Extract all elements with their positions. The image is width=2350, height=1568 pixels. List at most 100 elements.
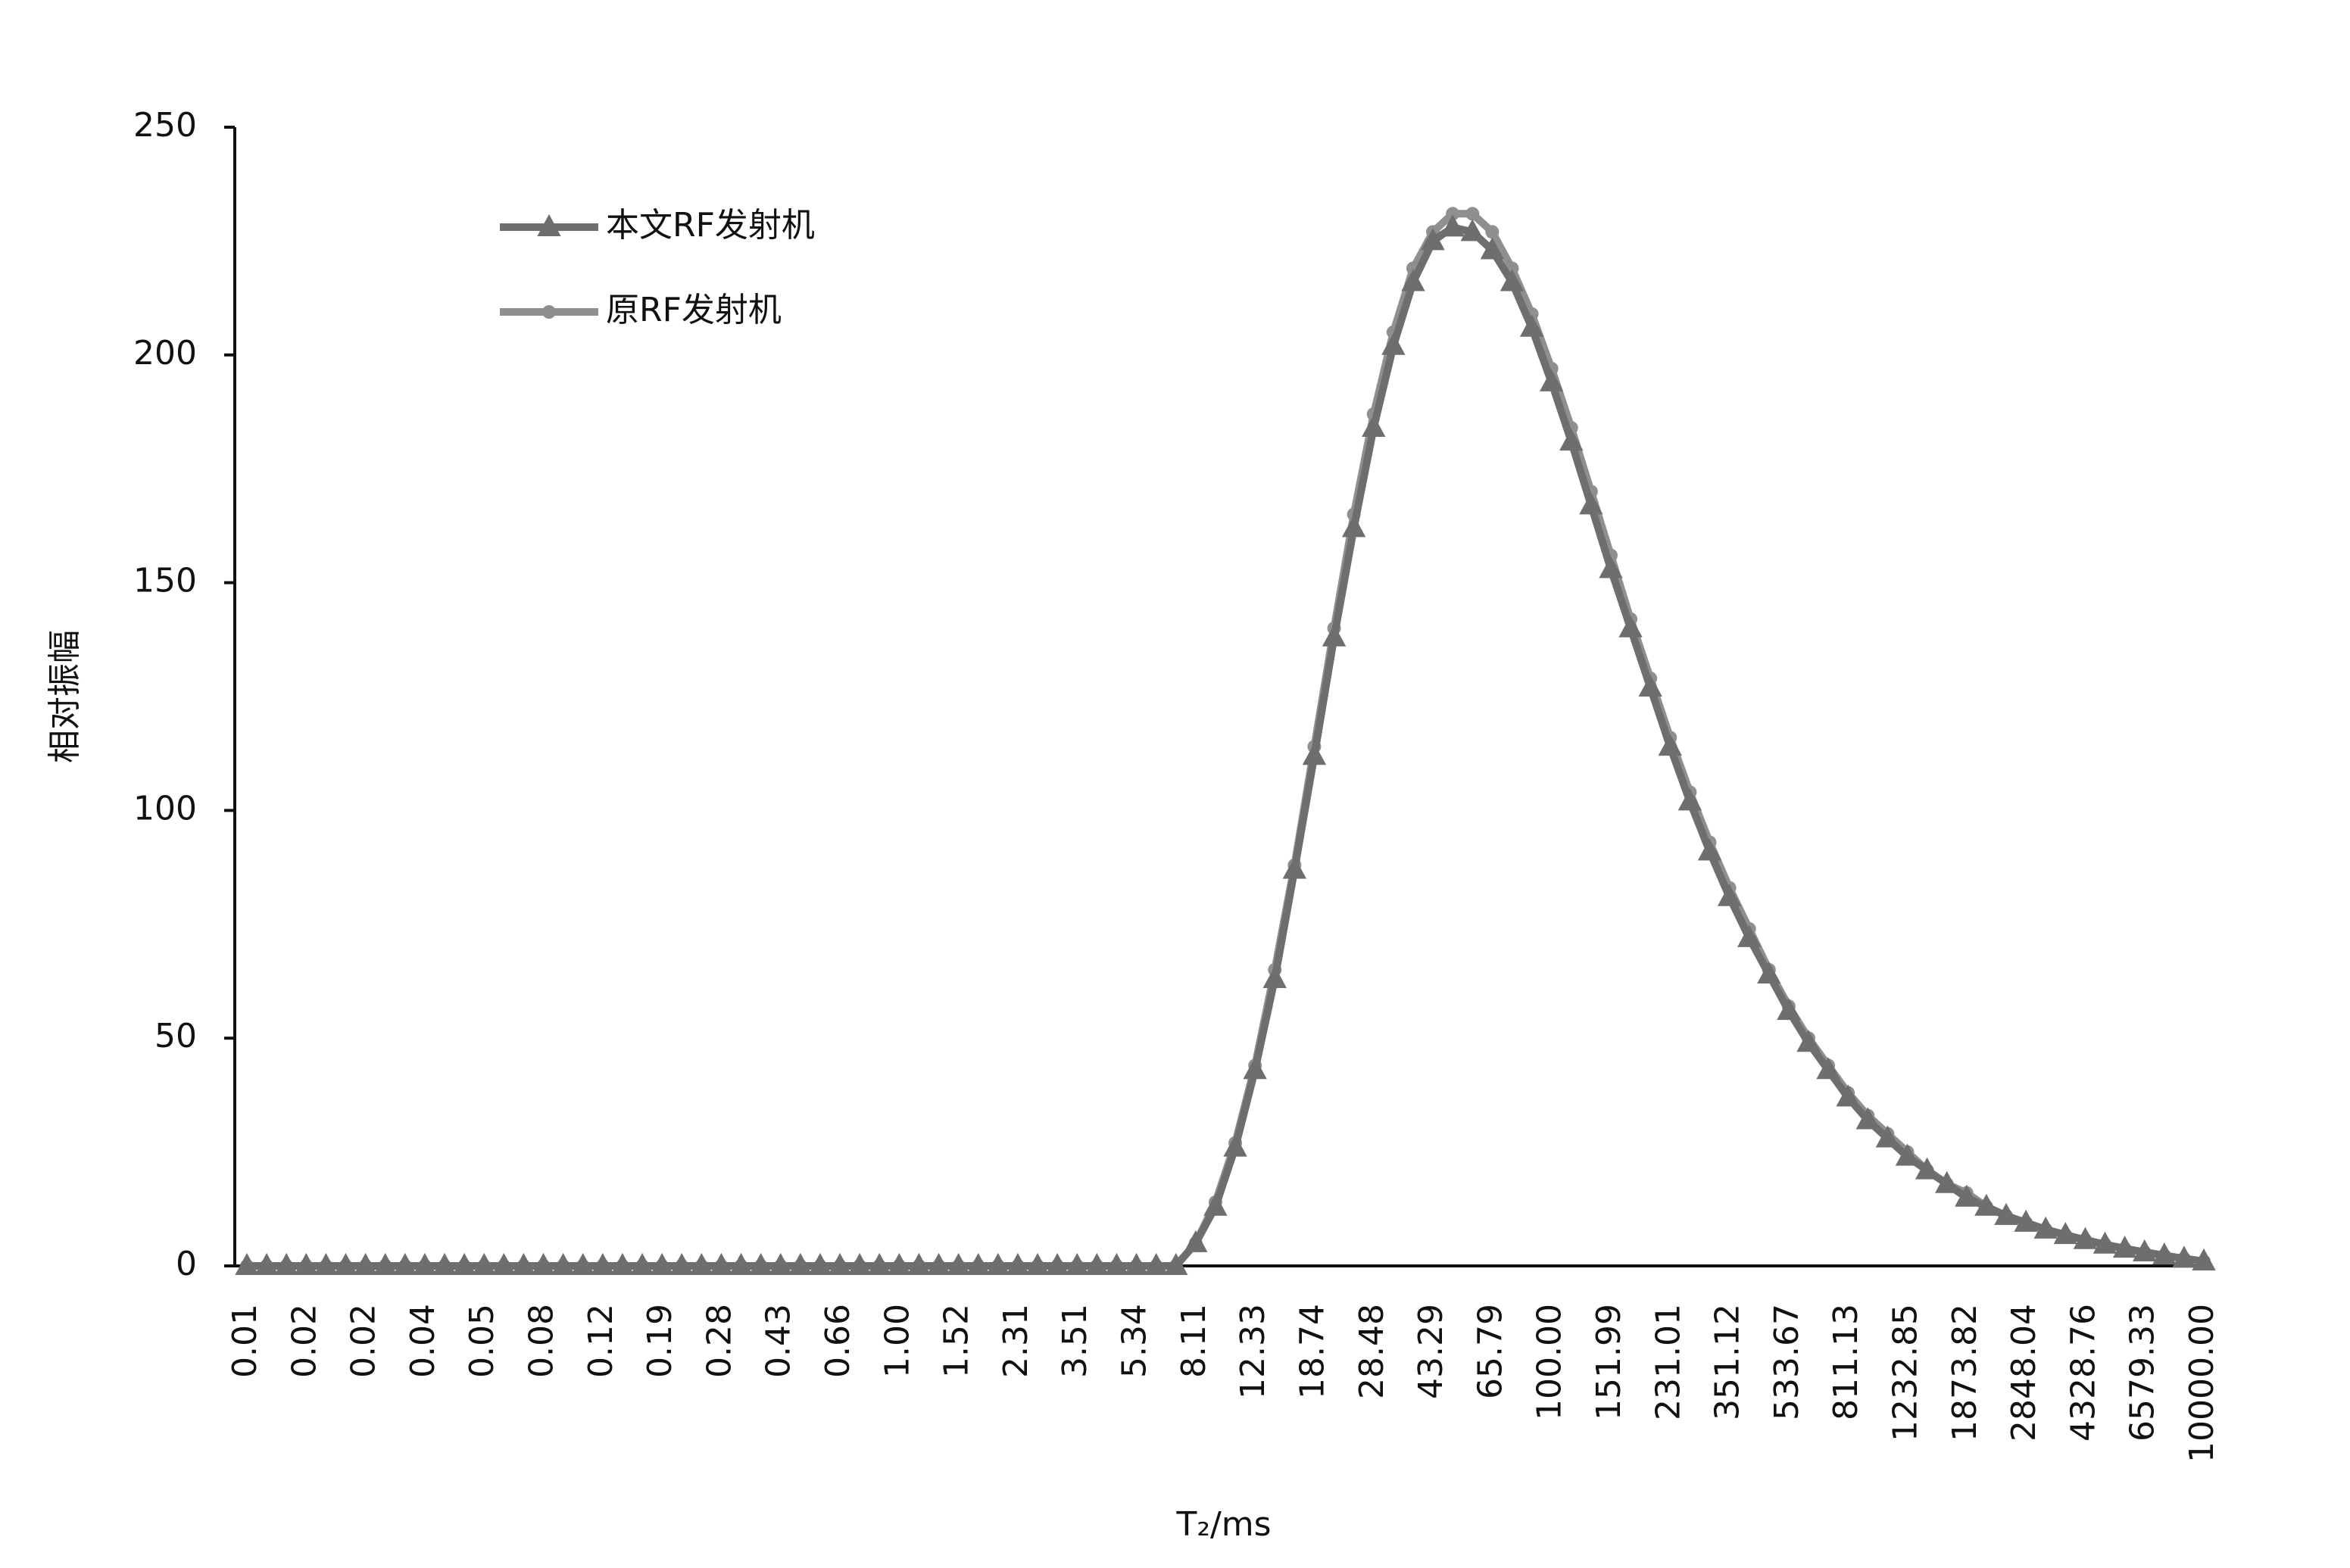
x-tick-label: 0.01 [226,1304,264,1378]
x-tick-label: 231.01 [1649,1304,1687,1420]
marker [2172,1245,2196,1268]
marker [1895,1143,1920,1166]
x-tick-label: 0.04 [404,1304,442,1378]
marker [1282,856,1307,879]
marker [333,1252,358,1275]
y-axis-title: 相对振幅 [45,630,84,763]
marker [274,1252,298,1275]
x-tick-label: 1873.82 [1946,1304,1984,1442]
marker [788,1252,813,1275]
marker [1006,1252,1030,1275]
x-tick-label: 43.29 [1412,1304,1450,1399]
marker [1717,884,1742,906]
x-tick-label: 151.99 [1590,1304,1628,1420]
marker [235,1252,259,1275]
marker [2133,1239,2157,1261]
x-tick-label: 0.08 [523,1304,561,1378]
marker [314,1252,339,1275]
marker [1104,1252,1129,1275]
marker [1875,1125,1900,1148]
marker [1401,269,1425,291]
x-tick-label: 0.02 [285,1304,323,1378]
marker [1460,219,1484,242]
x-tick-label: 0.12 [582,1304,620,1378]
marker [1302,743,1327,765]
marker [1599,556,1623,578]
marker [1697,838,1722,861]
marker [2073,1227,2098,1249]
y-tick-label: 200 [133,334,197,373]
marker [1164,1252,1188,1275]
marker [1262,965,1287,988]
marker [1421,228,1445,251]
marker [1480,237,1505,260]
marker [1737,924,1762,947]
x-tick-label: 1232.85 [1886,1304,1924,1442]
marker [373,1252,398,1275]
marker [1485,225,1500,239]
marker [1994,1202,2018,1225]
marker [847,1252,872,1275]
marker [1757,961,1781,984]
marker [1677,788,1702,811]
marker [966,1252,991,1275]
x-tick-label: 5.34 [1116,1304,1154,1378]
marker [986,1252,1010,1275]
marker [1836,1084,1860,1107]
marker [551,1252,576,1275]
marker [907,1252,932,1275]
marker [610,1252,635,1275]
marker [2033,1216,2058,1239]
marker [294,1252,318,1275]
marker [867,1252,891,1275]
x-tick-label: 533.67 [1768,1304,1806,1420]
marker [452,1252,476,1275]
x-tick-label: 8.11 [1175,1304,1213,1378]
marker [2053,1221,2077,1245]
marker [1539,369,1564,391]
y-tick-label: 250 [133,106,197,145]
marker [1184,1230,1208,1252]
x-tick-label: 6579.33 [2124,1304,2162,1442]
x-tick-label: 0.66 [819,1304,857,1378]
marker [432,1252,457,1275]
marker [472,1252,496,1275]
x-tick-label: 100.00 [1531,1304,1569,1420]
x-tick-label: 0.43 [760,1304,798,1378]
marker [1618,615,1643,637]
marker [828,1252,852,1275]
marker [748,1252,773,1275]
marker [926,1252,951,1275]
y-tick-label: 0 [176,1245,197,1283]
x-tick-label: 0.19 [641,1304,679,1378]
marker [689,1252,713,1275]
marker [2112,1236,2137,1258]
y-tick-label: 50 [154,1017,197,1055]
y-tick-label: 100 [133,789,197,828]
marker [393,1252,417,1275]
marker [1816,1057,1840,1080]
x-tick-label: 1.52 [938,1304,976,1378]
x-tick-label: 2.31 [997,1304,1035,1378]
marker [254,1252,279,1275]
marker [413,1252,437,1275]
marker [353,1252,378,1275]
marker [1440,214,1465,237]
marker [1144,1252,1169,1275]
x-tick-label: 351.12 [1709,1304,1747,1420]
marker [1025,1252,1050,1275]
marker [2152,1242,2177,1265]
marker [1124,1252,1149,1275]
marker [1362,414,1386,438]
marker [2192,1248,2216,1270]
marker [1446,207,1460,221]
marker [1519,314,1544,337]
marker [946,1252,971,1275]
marker [630,1252,654,1275]
x-tick-label: 1.00 [878,1304,916,1378]
x-tick-label: 811.13 [1827,1304,1865,1420]
legend-label: 本文RF发射机 [606,206,815,245]
x-tick-label: 0.28 [700,1304,738,1378]
x-axis-title: T₂/ms [1175,1505,1271,1544]
x-tick-label: 2848.04 [2005,1304,2043,1442]
